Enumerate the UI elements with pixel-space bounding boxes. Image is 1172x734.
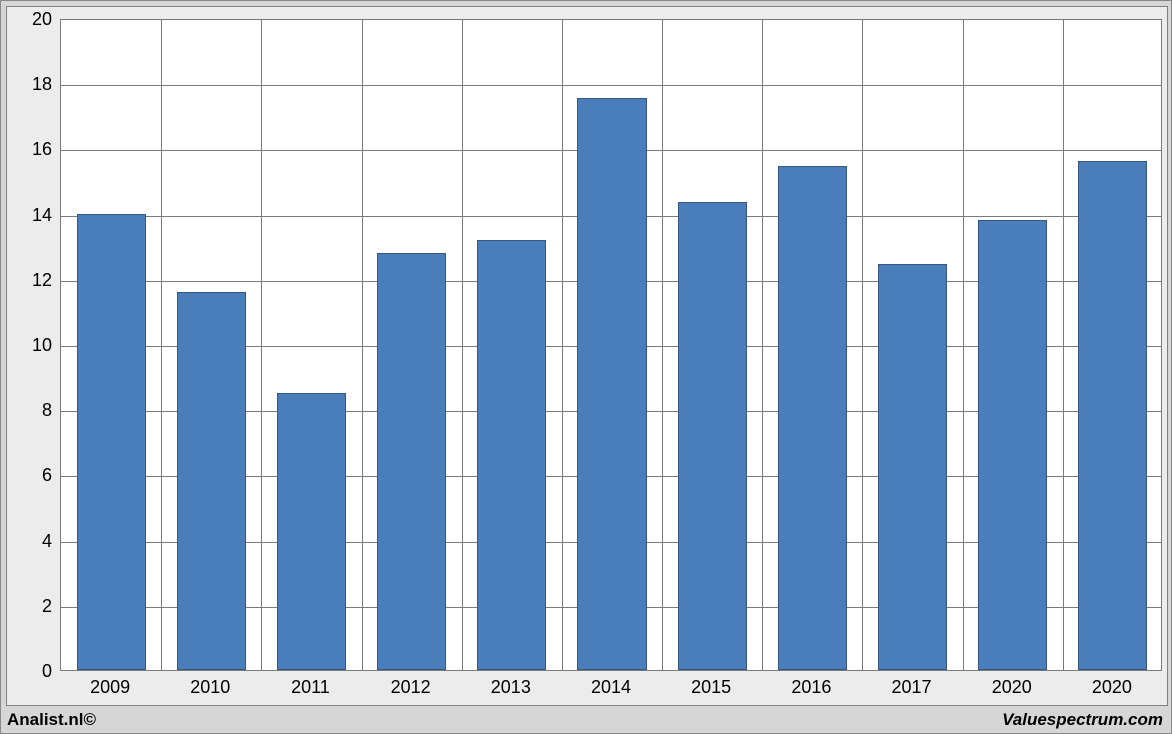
x-tick-label: 2014	[561, 677, 661, 698]
gridline-vertical	[462, 20, 463, 670]
x-tick-label: 2016	[761, 677, 861, 698]
bar	[477, 240, 546, 670]
plot-area	[60, 19, 1162, 671]
y-tick-label: 12	[12, 270, 52, 291]
gridline-vertical	[1063, 20, 1064, 670]
gridline-vertical	[562, 20, 563, 670]
x-tick-label: 2013	[461, 677, 561, 698]
gridline-horizontal	[61, 85, 1161, 86]
y-tick-label: 4	[12, 531, 52, 552]
bar	[678, 202, 747, 670]
x-tick-label: 2020	[1062, 677, 1162, 698]
bar	[77, 214, 146, 670]
x-tick-label: 2015	[661, 677, 761, 698]
bar	[878, 264, 947, 670]
y-tick-label: 8	[12, 400, 52, 421]
gridline-vertical	[762, 20, 763, 670]
chart-panel: 02468101214161820 2009201020112012201320…	[6, 6, 1168, 706]
y-tick-label: 20	[12, 9, 52, 30]
bar	[778, 166, 847, 670]
x-tick-label: 2017	[861, 677, 961, 698]
gridline-vertical	[862, 20, 863, 670]
gridline-vertical	[261, 20, 262, 670]
x-tick-label: 2011	[260, 677, 360, 698]
bar	[377, 253, 446, 670]
gridline-vertical	[362, 20, 363, 670]
y-tick-label: 10	[12, 335, 52, 356]
y-tick-label: 18	[12, 74, 52, 95]
x-tick-label: 2012	[361, 677, 461, 698]
bar	[177, 292, 246, 670]
footer-credit-right: Valuespectrum.com	[1002, 710, 1163, 730]
gridline-vertical	[161, 20, 162, 670]
footer-credit-left: Analist.nl©	[7, 710, 96, 730]
gridline-vertical	[963, 20, 964, 670]
y-tick-label: 14	[12, 205, 52, 226]
chart-frame: 02468101214161820 2009201020112012201320…	[0, 0, 1172, 734]
y-tick-label: 2	[12, 596, 52, 617]
bar	[277, 393, 346, 670]
y-tick-label: 16	[12, 139, 52, 160]
y-tick-label: 6	[12, 465, 52, 486]
bar	[1078, 161, 1147, 670]
x-tick-label: 2010	[160, 677, 260, 698]
bar	[978, 220, 1047, 670]
y-tick-label: 0	[12, 661, 52, 682]
x-tick-label: 2020	[962, 677, 1062, 698]
bar	[577, 98, 646, 670]
x-tick-label: 2009	[60, 677, 160, 698]
gridline-vertical	[662, 20, 663, 670]
